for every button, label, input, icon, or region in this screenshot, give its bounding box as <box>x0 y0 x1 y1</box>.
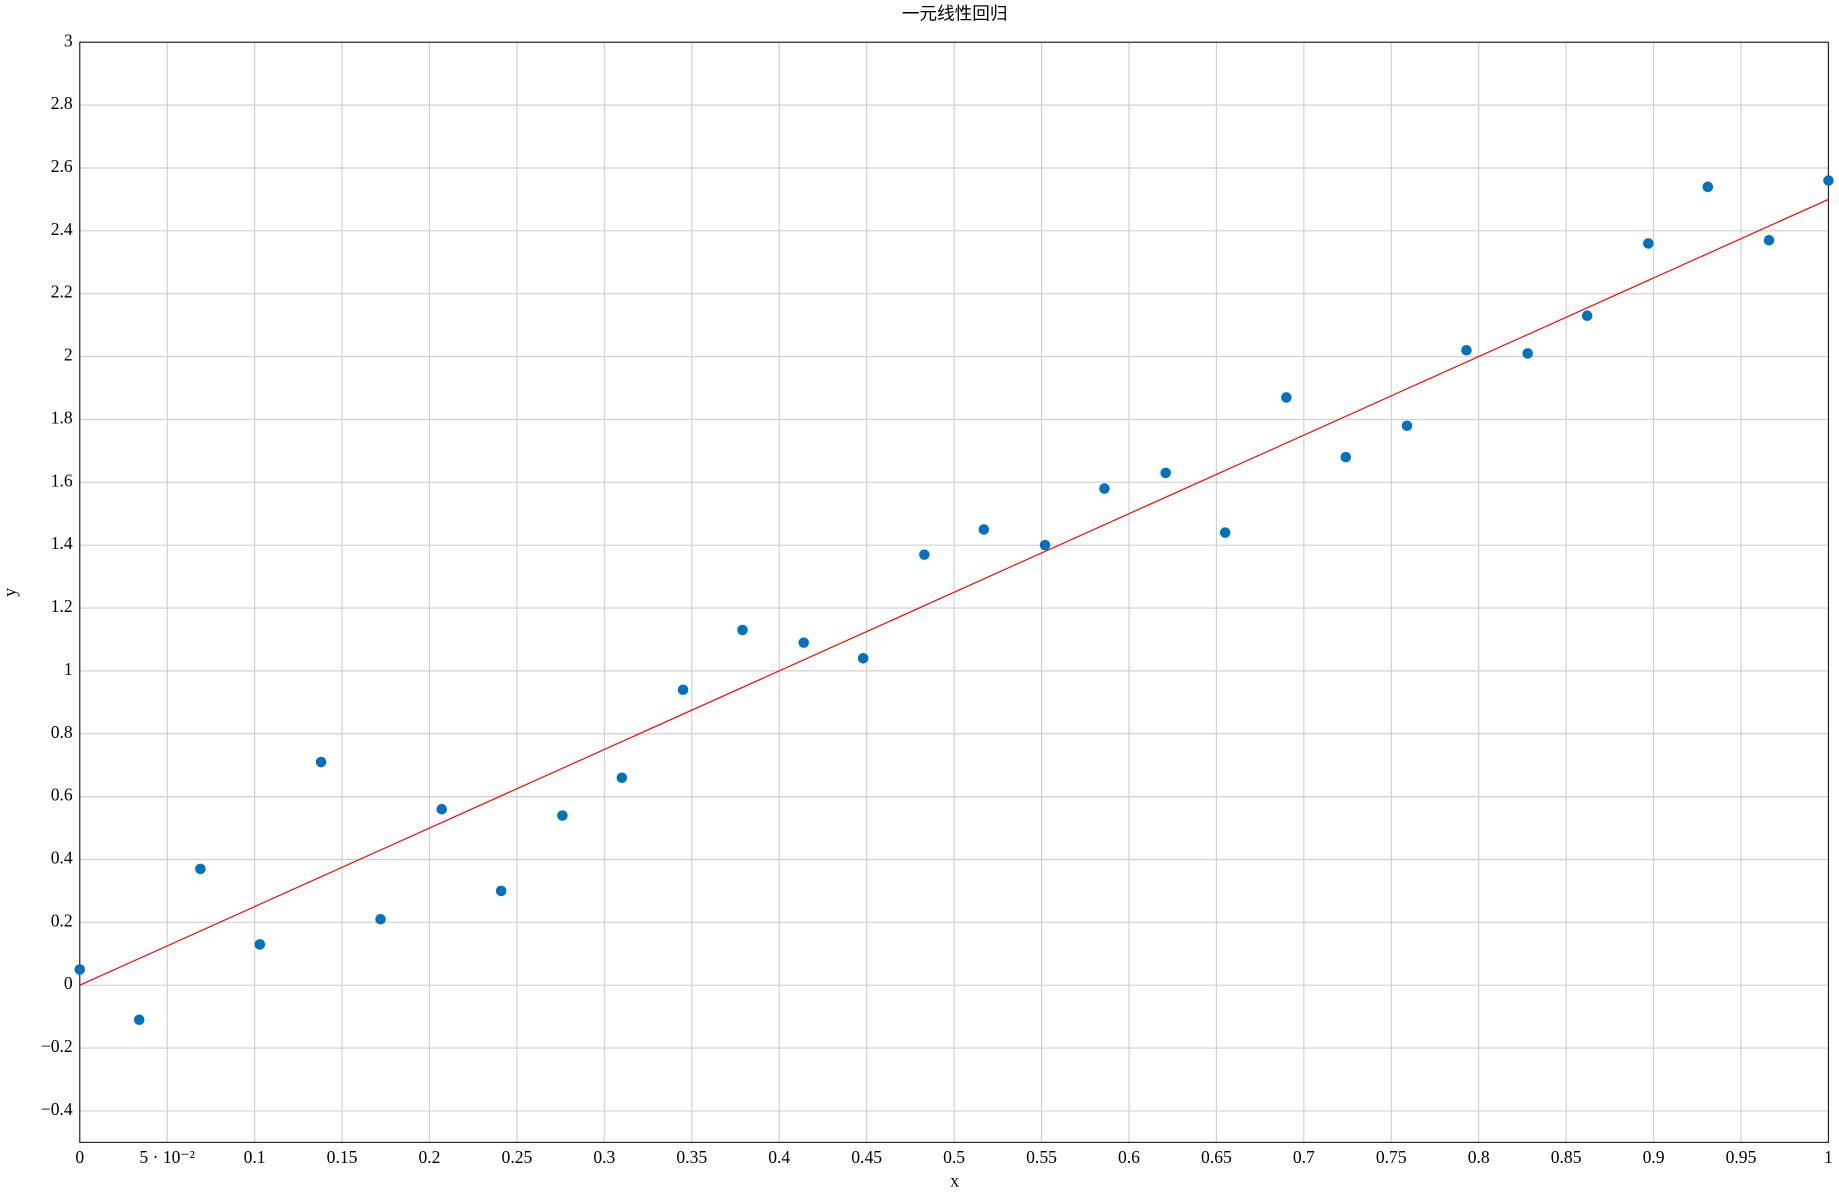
point <box>375 913 386 925</box>
point <box>254 939 266 950</box>
y-tick-label: 0.2 <box>51 910 73 930</box>
x-tick-label: 5 · 10⁻² <box>139 1147 195 1167</box>
x-tick-label: 0.7 <box>1293 1147 1315 1167</box>
point <box>315 756 327 768</box>
y-tick-label: 0.4 <box>51 848 73 868</box>
x-tick-label: 0.25 <box>502 1147 533 1167</box>
x-tick-label: 0.35 <box>676 1147 707 1167</box>
y-tick-label: 0.6 <box>51 785 73 805</box>
point <box>1401 420 1413 431</box>
point <box>1219 527 1231 538</box>
x-tick-label: 0 <box>75 1147 84 1167</box>
x-tick-label: 0.65 <box>1201 1147 1232 1167</box>
point <box>1099 483 1110 494</box>
point <box>798 637 809 648</box>
point <box>737 624 748 636</box>
x-tick-label: 0.75 <box>1376 1147 1407 1167</box>
chart-title: 一元线性回归 <box>902 3 1007 23</box>
y-tick-label: 2.2 <box>51 282 73 302</box>
plot-frame <box>79 41 1830 1143</box>
x-tick-label: 0.95 <box>1726 1147 1757 1167</box>
x-tick-label: 0.1 <box>244 1147 266 1167</box>
y-tick-label: 2.6 <box>51 156 73 176</box>
x-tick-label: 0.45 <box>851 1147 882 1167</box>
y-tick-label: 3 <box>64 30 73 50</box>
x-tick-label: 0.6 <box>1118 1147 1140 1167</box>
x-tick-label: 0.15 <box>327 1147 358 1167</box>
point <box>1160 467 1171 479</box>
x-tick-label: 0.9 <box>1643 1147 1665 1167</box>
point <box>1823 175 1834 186</box>
y-tick-label: 2 <box>64 345 73 365</box>
point <box>1702 181 1714 193</box>
x-tick-label: 0.5 <box>943 1147 965 1167</box>
point <box>1340 451 1352 463</box>
y-tick-label: −0.4 <box>41 1099 73 1119</box>
y-tick-label: 1.8 <box>51 407 73 427</box>
point <box>436 803 448 815</box>
point <box>495 885 507 897</box>
point <box>677 684 689 696</box>
x-tick-label: 0.4 <box>768 1147 790 1167</box>
point <box>1039 539 1051 551</box>
point <box>1281 392 1292 403</box>
y-tick-label: 2.8 <box>51 93 73 113</box>
y-tick-label: 1.4 <box>51 533 73 553</box>
y-tick-label: −0.2 <box>41 1036 73 1056</box>
y-tick-label: 2.4 <box>51 219 73 239</box>
point <box>616 772 628 784</box>
y-tick-label: 0.8 <box>51 722 73 742</box>
point <box>557 810 568 821</box>
y-tick-label: 1.2 <box>51 596 73 616</box>
point <box>195 863 206 875</box>
point <box>978 524 990 535</box>
y-tick-label: 1 <box>64 659 73 679</box>
y-tick-label: 0 <box>64 973 73 993</box>
x-tick-label: 1 <box>1824 1147 1833 1167</box>
point <box>1763 234 1775 246</box>
x-tick-label: 0.85 <box>1551 1147 1582 1167</box>
point <box>919 549 930 560</box>
y-tick-label: 1.6 <box>51 470 73 490</box>
x-tick-label: 0.55 <box>1026 1147 1057 1167</box>
x-tick-label: 0.2 <box>418 1147 440 1167</box>
point <box>857 653 869 664</box>
point <box>1461 345 1472 356</box>
point <box>1522 348 1533 359</box>
x-tick-label: 0.8 <box>1468 1147 1490 1167</box>
y-axis-label: y <box>0 588 20 597</box>
x-tick-label: 0.3 <box>593 1147 615 1167</box>
fit-line <box>79 198 1829 986</box>
point <box>1581 310 1593 321</box>
x-axis-label: x <box>950 1170 959 1190</box>
point <box>74 964 86 975</box>
point <box>1643 238 1654 249</box>
point <box>133 1014 145 1026</box>
